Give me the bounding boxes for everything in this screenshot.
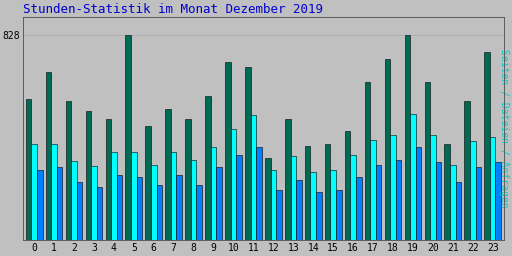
Bar — [424, 81, 430, 240]
Bar — [157, 185, 162, 240]
Bar — [296, 180, 302, 240]
Bar — [436, 162, 441, 240]
Bar — [165, 109, 171, 240]
Bar — [237, 155, 242, 240]
Bar — [145, 126, 151, 240]
Bar — [131, 152, 137, 240]
Bar — [197, 185, 202, 240]
Bar — [91, 166, 97, 240]
Bar — [256, 147, 262, 240]
Bar — [316, 192, 322, 240]
Bar — [77, 182, 82, 240]
Bar — [217, 167, 222, 240]
Bar — [225, 62, 231, 240]
Bar — [251, 115, 256, 240]
Bar — [66, 101, 71, 240]
Bar — [450, 165, 456, 240]
Bar — [350, 155, 356, 240]
Bar — [404, 35, 410, 240]
Bar — [376, 165, 381, 240]
Bar — [185, 119, 191, 240]
Bar — [57, 167, 62, 240]
Bar — [37, 170, 42, 240]
Bar — [205, 97, 211, 240]
Bar — [111, 152, 117, 240]
Bar — [356, 177, 361, 240]
Bar — [31, 144, 37, 240]
Bar — [430, 135, 436, 240]
Bar — [325, 144, 330, 240]
Bar — [496, 162, 501, 240]
Bar — [490, 137, 496, 240]
Bar — [117, 175, 122, 240]
Bar — [416, 147, 421, 240]
Bar — [271, 170, 276, 240]
Bar — [310, 172, 316, 240]
Bar — [46, 72, 51, 240]
Bar — [345, 131, 350, 240]
Bar — [71, 161, 77, 240]
Bar — [245, 67, 251, 240]
Bar — [86, 111, 91, 240]
Bar — [370, 140, 376, 240]
Bar — [265, 158, 271, 240]
Text: Stunden-Statistik im Monat Dezember 2019: Stunden-Statistik im Monat Dezember 2019 — [23, 3, 323, 16]
Bar — [476, 167, 481, 240]
Bar — [211, 147, 217, 240]
Bar — [290, 156, 296, 240]
Bar — [276, 189, 282, 240]
Bar — [305, 146, 310, 240]
Bar — [105, 119, 111, 240]
Bar — [410, 114, 416, 240]
Bar — [151, 165, 157, 240]
Bar — [285, 119, 290, 240]
Bar — [26, 99, 31, 240]
Bar — [330, 170, 336, 240]
Bar — [444, 144, 450, 240]
Bar — [365, 81, 370, 240]
Y-axis label: Seiten / Dateien / Anfragen: Seiten / Dateien / Anfragen — [499, 49, 509, 208]
Bar — [97, 187, 102, 240]
Bar — [125, 35, 131, 240]
Bar — [171, 152, 177, 240]
Bar — [484, 52, 490, 240]
Bar — [137, 177, 142, 240]
Bar — [385, 59, 390, 240]
Bar — [191, 160, 197, 240]
Bar — [470, 141, 476, 240]
Bar — [177, 175, 182, 240]
Bar — [456, 182, 461, 240]
Bar — [51, 144, 57, 240]
Bar — [464, 101, 470, 240]
Bar — [390, 135, 396, 240]
Bar — [231, 129, 237, 240]
Bar — [336, 189, 342, 240]
Bar — [396, 160, 401, 240]
